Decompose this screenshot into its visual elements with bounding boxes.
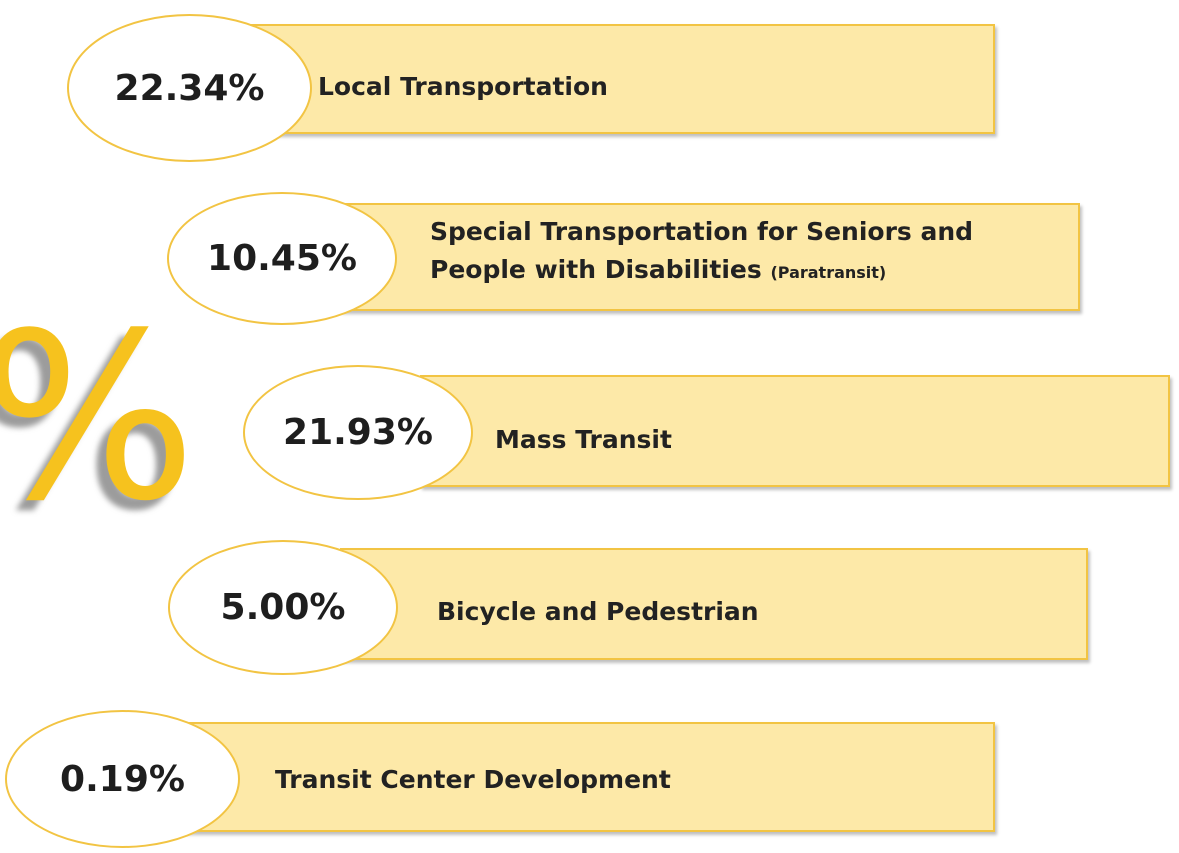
label-bar [340, 203, 1080, 311]
category-label: Local Transportation [318, 68, 958, 106]
label-bar [420, 375, 1170, 487]
percent-oval: 22.34% [67, 14, 312, 162]
category-label: Mass Transit [495, 421, 1135, 459]
category-label: Bicycle and Pedestrian [437, 593, 1077, 631]
label-text: Bicycle and Pedestrian [437, 597, 759, 626]
percent-value: 5.00% [220, 587, 346, 628]
label-text: Local Transportation [318, 72, 608, 101]
category-label: Transit Center Development [275, 761, 915, 799]
percent-oval: 21.93% [243, 365, 473, 500]
percent-symbol: % [0, 285, 197, 552]
label-text: Mass Transit [495, 425, 672, 454]
label-note: (Paratransit) [770, 263, 887, 282]
percent-value: 21.93% [283, 412, 433, 453]
label-bar [185, 722, 995, 832]
percent-oval: 10.45% [167, 192, 397, 325]
label-text: Special Transportation for Seniors and P… [430, 217, 974, 284]
percent-oval: 0.19% [5, 710, 240, 848]
category-label: Special Transportation for Seniors and P… [430, 213, 1010, 292]
percent-value: 0.19% [60, 758, 185, 800]
percent-value: 10.45% [207, 238, 357, 279]
label-bar [340, 548, 1088, 660]
percent-value: 22.34% [114, 67, 265, 109]
percent-oval: 5.00% [168, 540, 398, 675]
label-text: Transit Center Development [275, 765, 671, 794]
label-bar [250, 24, 995, 134]
